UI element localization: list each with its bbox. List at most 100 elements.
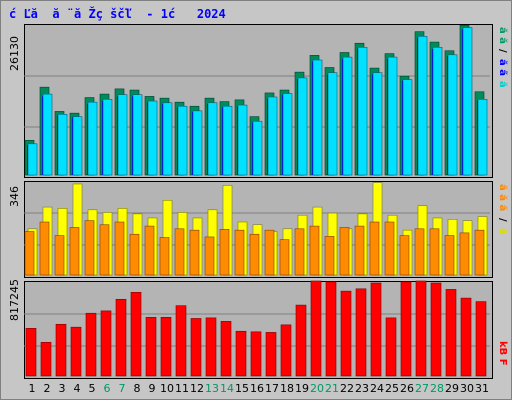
x-tick-label: 7 — [119, 382, 126, 395]
bar-traffic-red — [250, 331, 262, 377]
bar-pages-orange — [429, 228, 440, 276]
bar-traffic-red — [445, 289, 457, 377]
x-tick-label: 22 — [340, 382, 354, 395]
bar-traffic-red — [385, 317, 397, 377]
bar-visits-cyan — [207, 102, 218, 176]
bar-visits-cyan — [252, 120, 263, 176]
bar-visits-cyan — [312, 59, 323, 176]
bar-pages-orange — [294, 228, 305, 276]
bar-traffic-red — [355, 288, 367, 377]
bar-traffic-red — [40, 341, 52, 377]
bar-pages-orange — [54, 235, 65, 276]
bar-visits-cyan — [372, 72, 383, 176]
bar-visits-cyan — [117, 94, 128, 176]
bar-visits-cyan — [387, 56, 398, 176]
bar-visits-cyan — [87, 101, 98, 176]
bar-traffic-red — [115, 298, 127, 377]
x-tick-label: 1 — [29, 382, 36, 395]
bar-pages-orange — [249, 233, 260, 276]
bar-traffic-red — [160, 316, 172, 377]
bar-pages-orange — [369, 221, 380, 276]
bar-pages-orange — [279, 239, 290, 276]
bar-visits-cyan — [357, 46, 368, 176]
x-tick-label: 27 — [415, 382, 429, 395]
x-tick-label: 28 — [430, 382, 444, 395]
bar-traffic-red — [100, 310, 112, 377]
x-tick-label: 24 — [370, 382, 384, 395]
bar-pages-orange — [69, 227, 80, 276]
x-tick-label: 15 — [235, 382, 249, 395]
bar-visits-cyan — [222, 105, 233, 176]
bar-visits-cyan — [417, 36, 428, 176]
bar-visits-cyan — [147, 100, 158, 176]
x-tick-label: 9 — [149, 382, 156, 395]
bar-pages-orange — [144, 225, 155, 276]
bar-visits-cyan — [42, 93, 53, 176]
bar-pages-orange — [324, 236, 335, 276]
bar-pages-orange — [354, 225, 365, 276]
bar-traffic-red — [265, 332, 277, 377]
bar-visits-cyan — [477, 98, 488, 176]
x-tick-label: 2 — [44, 382, 51, 395]
x-tick-label: 5 — [89, 382, 96, 395]
bar-visits-cyan — [192, 110, 203, 176]
bar-pages-orange — [339, 227, 350, 276]
bar-traffic-red — [430, 282, 442, 377]
bar-pages-orange — [219, 229, 230, 276]
bar-visits-cyan — [177, 105, 188, 176]
bar-traffic-red — [295, 304, 307, 377]
bar-traffic-red — [130, 292, 142, 377]
x-tick-label: 12 — [190, 382, 204, 395]
bar-pages-orange — [114, 221, 125, 276]
bar-visits-cyan — [267, 96, 278, 176]
bar-visits-cyan — [132, 94, 143, 176]
bar-visits-cyan — [27, 143, 38, 176]
bar-visits-cyan — [282, 93, 293, 176]
x-tick-label: 10 — [160, 382, 174, 395]
bar-traffic-red — [310, 280, 322, 377]
bar-pages-orange — [99, 224, 110, 276]
bar-pages-orange — [444, 235, 455, 276]
bar-pages-orange — [234, 229, 245, 276]
bar-traffic-red — [400, 281, 412, 377]
bar-visits-cyan — [402, 79, 413, 176]
bar-pages-orange — [39, 221, 50, 276]
bar-traffic-red — [280, 324, 292, 377]
bar-pages-orange — [384, 221, 395, 276]
bar-pages-orange — [459, 232, 470, 276]
bar-traffic-red — [145, 316, 157, 377]
bar-visits-cyan — [57, 114, 68, 176]
x-tick-label: 13 — [205, 382, 219, 395]
bar-traffic-red — [190, 318, 202, 377]
x-tick-label: 6 — [104, 382, 111, 395]
bar-traffic-red — [55, 323, 67, 377]
bar-traffic-red — [205, 317, 217, 377]
x-tick-label: 17 — [265, 382, 279, 395]
bar-traffic-red — [460, 297, 472, 377]
bar-visits-cyan — [462, 27, 473, 176]
x-tick-label: 8 — [134, 382, 141, 395]
x-tick-label: 30 — [460, 382, 474, 395]
bar-visits-cyan — [297, 77, 308, 176]
x-tick-label: 11 — [175, 382, 189, 395]
bar-pages-orange — [129, 233, 140, 276]
x-tick-label: 16 — [250, 382, 264, 395]
bar-pages-orange — [399, 235, 410, 276]
x-tick-label: 3 — [59, 382, 66, 395]
bar-visits-cyan — [447, 54, 458, 176]
bar-traffic-red — [325, 281, 337, 377]
chart-title: ć Ľă ă ¨ă Žç ščľ - 1ć 2024 — [9, 7, 226, 21]
bar-pages-orange — [84, 220, 95, 276]
bar-traffic-red — [415, 280, 427, 377]
bar-visits-cyan — [342, 56, 353, 176]
bar-traffic-red — [340, 290, 352, 377]
x-tick-label: 31 — [475, 382, 489, 395]
bar-visits-cyan — [237, 104, 248, 176]
bar-traffic-red — [370, 282, 382, 377]
bar-traffic-red — [70, 326, 82, 377]
x-tick-label: 14 — [220, 382, 234, 395]
x-tick-label: 4 — [74, 382, 81, 395]
bar-pages-orange — [189, 229, 200, 276]
x-tick-label: 20 — [310, 382, 324, 395]
